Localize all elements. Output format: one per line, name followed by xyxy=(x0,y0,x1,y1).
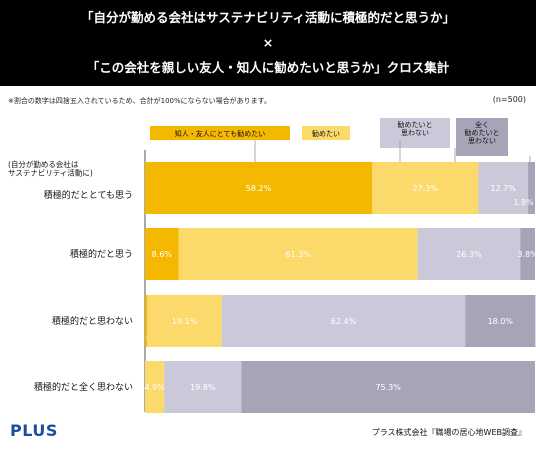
bar-segment xyxy=(478,162,528,214)
chart-title-cross-symbol: × xyxy=(262,35,274,50)
legend-swatch xyxy=(302,126,350,140)
bar-segment xyxy=(371,162,479,214)
data-label: 58.2% xyxy=(246,184,272,193)
bar-segment xyxy=(178,228,418,280)
legend-label: 全く勧めたいと思わない xyxy=(465,120,500,145)
data-label: 4.9% xyxy=(144,383,165,392)
bar-segment xyxy=(145,162,372,214)
data-label: 61.3% xyxy=(285,250,311,259)
data-label: 62.4% xyxy=(331,317,357,326)
data-label: 12.7% xyxy=(491,184,517,193)
sample-size: (n=500) xyxy=(492,95,526,104)
chart-header: 「自分が勤める会社はサステナビリティ活動に積極的だと思うか」 × 「この会社を親… xyxy=(0,0,536,86)
plus-logo: PLUS xyxy=(10,421,58,440)
bar-segment xyxy=(145,361,165,413)
data-label: 18.0% xyxy=(488,317,514,326)
bar-segment xyxy=(527,162,535,214)
data-label: 3.8% xyxy=(517,250,536,259)
data-label: 26.3% xyxy=(456,250,482,259)
category-label-1: 積極的だととても思う xyxy=(44,189,133,201)
legend-label: 勧めたいと思わない xyxy=(398,120,433,137)
category-label-3: 積極的だと思わない xyxy=(52,315,133,327)
legend-label: 勧めたい xyxy=(312,129,340,138)
legend-swatch xyxy=(380,118,450,148)
bar-segment xyxy=(164,361,242,413)
bar-segment xyxy=(145,295,148,347)
bar-segment xyxy=(145,228,179,280)
category-label-2: 積極的だと思う xyxy=(70,248,133,260)
legend-label: 知人・友人にとても勧めたい xyxy=(175,129,265,138)
bar-segment xyxy=(241,361,535,413)
source-credit: プラス株式会社『職場の居心地WEB調査』 xyxy=(371,428,526,437)
chart-title-line-1: 「自分が勤める会社はサステナビリティ活動に積極的だと思うか」 xyxy=(80,10,455,25)
category-axis-title: (自分が勤める会社はサステナビリティ活動に) xyxy=(8,159,93,178)
bar-segment xyxy=(417,228,521,280)
data-label: 75.3% xyxy=(375,383,401,392)
data-label: 1.8% xyxy=(513,198,534,207)
bar-segment xyxy=(520,228,535,280)
category-label-4: 積極的だと全く思わない xyxy=(34,381,133,393)
bar-segment xyxy=(221,295,466,347)
bar-segment xyxy=(147,295,222,347)
data-label: 19.1% xyxy=(172,317,198,326)
data-label: 27.3% xyxy=(413,184,439,193)
legend-swatch xyxy=(456,118,508,156)
legend-swatch xyxy=(150,126,290,140)
bar-segment xyxy=(465,295,536,347)
data-label: 19.8% xyxy=(190,383,216,392)
data-label: 8.6% xyxy=(152,250,173,259)
rounding-note: ※割合の数字は四捨五入されているため、合計が100%にならない場合があります。 xyxy=(8,97,271,105)
chart-title-line-2: 「この会社を親しい友人・知人に勧めたいと思うか」クロス集計 xyxy=(86,60,450,75)
